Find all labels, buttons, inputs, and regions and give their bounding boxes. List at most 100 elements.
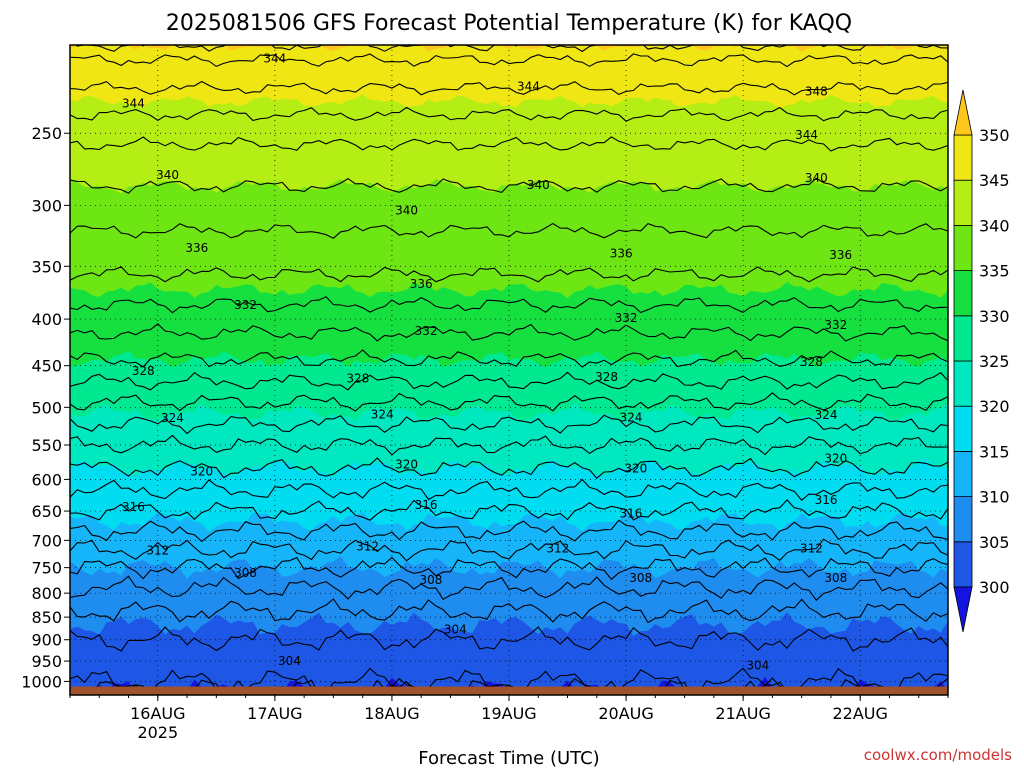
contour-label: 328 xyxy=(595,370,618,384)
x-tick-label: 20AUG xyxy=(598,704,653,723)
contour-label: 328 xyxy=(346,372,369,386)
contour-label: 344 xyxy=(795,128,818,142)
contour-342 xyxy=(70,136,948,152)
y-tick-label: 850 xyxy=(31,608,62,627)
y-tick-label: 450 xyxy=(31,357,62,376)
x-tick-label: 22AUG xyxy=(832,704,887,723)
contour-330 xyxy=(70,349,948,368)
contour-label: 304 xyxy=(444,622,467,636)
contour-label: 332 xyxy=(415,324,438,338)
contour-labels: 344 344 344 348 344 340 340 340 340 336 336 336 336 3… xyxy=(122,52,852,673)
y-tick-label: 1000 xyxy=(21,672,62,691)
y-tick-label: 500 xyxy=(31,398,62,417)
contour-320 xyxy=(70,457,948,479)
contour-label: 332 xyxy=(615,311,638,325)
contour-316 xyxy=(70,499,948,521)
y-tick-label: 950 xyxy=(31,652,62,671)
x-tick-label: 21AUG xyxy=(715,704,770,723)
contour-label: 312 xyxy=(356,540,379,554)
contour-346 xyxy=(70,80,948,96)
contour-314 xyxy=(70,519,948,543)
colorbar-tick-label: 320 xyxy=(979,397,1010,416)
contour-label: 324 xyxy=(371,407,394,421)
y-tick-label: 400 xyxy=(31,310,62,329)
colorbar-swatch xyxy=(953,315,973,362)
x-tick-label: 16AUG xyxy=(130,704,185,723)
y-tick-label: 550 xyxy=(31,436,62,455)
contour-label: 332 xyxy=(824,318,847,332)
contour-306 xyxy=(70,598,948,624)
y-tick-label: 350 xyxy=(31,257,62,276)
colorbar-arrow-bottom xyxy=(953,586,973,633)
colorbar-swatch xyxy=(953,541,973,588)
contour-label: 308 xyxy=(234,566,257,580)
ground-strip xyxy=(70,686,948,695)
colorbar-swatch xyxy=(953,179,973,226)
colorbar-tick-label: 350 xyxy=(979,126,1010,145)
contour-334 xyxy=(70,296,948,314)
grid-lines xyxy=(70,45,948,695)
contour-label: 336 xyxy=(410,277,433,291)
colorbar-swatch xyxy=(953,450,973,497)
colorbar-swatch xyxy=(953,224,973,271)
colorbar-swatch xyxy=(953,360,973,407)
contour-310 xyxy=(70,556,948,581)
colorbar-tick-label: 305 xyxy=(979,533,1010,552)
colorbar-swatch xyxy=(953,270,973,317)
contour-338 xyxy=(70,222,948,239)
contour-label: 348 xyxy=(805,85,828,99)
y-tick-label: 800 xyxy=(31,584,62,603)
contour-label: 340 xyxy=(527,178,550,192)
contour-label: 320 xyxy=(395,458,418,472)
contour-label: 332 xyxy=(234,298,257,312)
contour-328 xyxy=(70,371,948,391)
contour-label: 316 xyxy=(815,493,838,507)
contour-label: 328 xyxy=(800,355,823,369)
x-axis-label: Forecast Time (UTC) xyxy=(418,748,599,768)
contour-label: 312 xyxy=(146,543,169,557)
contour-label: 340 xyxy=(805,171,828,185)
contour-label: 340 xyxy=(395,204,418,218)
y-tick-label: 600 xyxy=(31,470,62,489)
chart-title: 2025081506 GFS Forecast Potential Temper… xyxy=(166,11,852,36)
y-tick-label: 300 xyxy=(31,196,62,215)
contour-label: 344 xyxy=(122,97,145,111)
contour-lines xyxy=(70,45,948,695)
contour-label: 304 xyxy=(278,654,301,668)
contour-324 xyxy=(70,414,948,435)
contour-348 xyxy=(70,53,948,68)
contour-318 xyxy=(70,478,948,501)
x-tick-sublabel: 2025 xyxy=(137,723,178,742)
contour-304 xyxy=(70,626,948,652)
colorbar-tick-label: 300 xyxy=(979,578,1010,597)
band-305 xyxy=(70,612,948,695)
colorbar-tick-label: 335 xyxy=(979,262,1010,281)
colorbar-swatch xyxy=(953,496,973,543)
contour-label: 308 xyxy=(420,573,443,587)
y-tick-label: 700 xyxy=(31,531,62,550)
colorbar-tick-label: 330 xyxy=(979,307,1010,326)
contour-label: 312 xyxy=(546,542,569,556)
colorbar-tick-label: 310 xyxy=(979,488,1010,507)
contour-label: 344 xyxy=(263,52,286,66)
y-tick-label: 900 xyxy=(31,631,62,650)
contour-label: 308 xyxy=(824,571,847,585)
x-tick-label: 19AUG xyxy=(481,704,536,723)
contour-label: 320 xyxy=(190,464,213,478)
x-tick-label: 17AUG xyxy=(247,704,302,723)
y-tick-label: 750 xyxy=(31,559,62,578)
contour-label: 336 xyxy=(185,241,208,255)
colorbar-arrow-top xyxy=(953,89,973,136)
contour-label: 320 xyxy=(624,462,647,476)
contour-label: 336 xyxy=(610,247,633,261)
y-tick-label: 250 xyxy=(31,124,62,143)
plot-area: 344 344 344 348 344 340 340 340 340 336 336 336 336 3… xyxy=(70,45,948,695)
colorbar-tick-label: 340 xyxy=(979,216,1010,235)
contour-label: 328 xyxy=(132,364,155,378)
y-axis: 250 300 350 400 450 500 550 600 650 700 750 800 850 9… xyxy=(21,124,70,691)
colorbar-tick-label: 345 xyxy=(979,171,1010,190)
contour-344 xyxy=(70,106,948,122)
ground xyxy=(70,686,948,695)
colorbar-tick-label: 315 xyxy=(979,442,1010,461)
